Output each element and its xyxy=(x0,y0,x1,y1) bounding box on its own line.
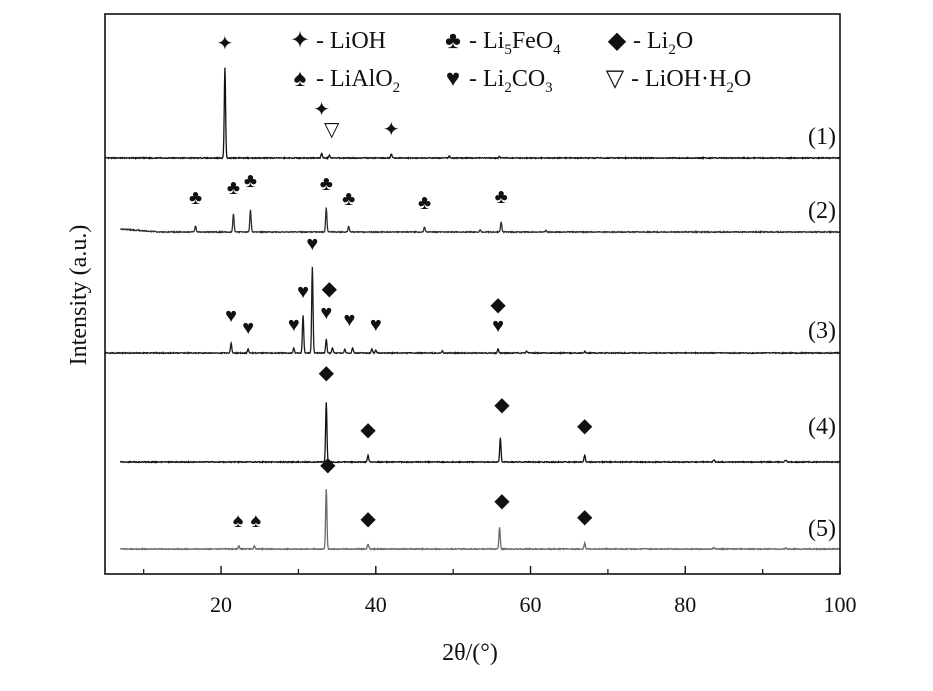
legend-label-part: - LiOH xyxy=(316,28,386,54)
legend-marker-4: ♠ xyxy=(294,66,307,92)
legend-entry-3: ◆ - Li2O xyxy=(608,28,693,58)
legend-label-2: - Li5FeO4 xyxy=(469,28,561,58)
peak-marker-1-1: ✦ xyxy=(217,33,234,55)
peak-marker-1-3: ▽ xyxy=(324,119,340,141)
legend: ✦ - LiOH ♣ - Li5FeO4 ◆ - Li2O♠ - LiAlO2 ♥ - Li2C… xyxy=(290,28,751,96)
legend-label-part: O xyxy=(676,28,693,54)
legend-label-part: CO xyxy=(512,66,545,92)
curve-label-3: (3) xyxy=(808,318,836,344)
peak-marker-4-4: ◆ xyxy=(577,415,593,437)
legend-label-5: - Li2CO3 xyxy=(469,66,553,96)
peak-marker-2-6: ♣ xyxy=(418,192,431,214)
peak-marker-3-1: ♥ xyxy=(225,305,237,327)
legend-label-4: - LiAlO2 xyxy=(316,66,400,96)
peak-marker-5-2: ♠ xyxy=(251,510,262,532)
xrd-curve-3 xyxy=(104,266,841,355)
xrd-curve-1 xyxy=(104,67,841,161)
x-tick-label-20: 20 xyxy=(210,592,232,617)
legend-label-6: - LiOH·H2O xyxy=(631,66,751,96)
legend-label-part: FeO xyxy=(512,28,553,54)
legend-label-part: - Li xyxy=(469,66,505,92)
legend-entry-2: ♣ - Li5FeO4 xyxy=(445,28,561,58)
legend-marker-5: ♥ xyxy=(446,66,460,92)
legend-entry-5: ♥ - Li2CO3 xyxy=(446,66,553,96)
legend-entry-4: ♠ - LiAlO2 xyxy=(294,66,401,96)
legend-label-part: - LiOH xyxy=(631,66,701,92)
plot-frame xyxy=(104,13,841,575)
peak-marker-3-10: ♥ xyxy=(492,315,504,337)
legend-label-part: H xyxy=(709,66,726,92)
peak-marker-3-11: ◆ xyxy=(490,294,506,316)
legend-label-part: 4 xyxy=(553,42,561,58)
curve-label-1: (1) xyxy=(808,124,836,150)
peak-marker-4-3: ◆ xyxy=(494,394,510,416)
legend-label-1: - LiOH xyxy=(316,28,386,54)
peak-marker-1-4: ✦ xyxy=(383,119,400,141)
legend-label-part: 2 xyxy=(668,42,676,58)
legend-entry-1: ✦ - LiOH xyxy=(290,28,386,54)
x-tick-label-80: 80 xyxy=(674,592,696,617)
legend-label-part: 2 xyxy=(504,80,512,96)
peak-marker-3-5: ♥ xyxy=(306,233,318,255)
legend-label-part: 2 xyxy=(393,80,401,96)
legend-marker-6: ▽ xyxy=(606,66,625,92)
curve-label-4: (4) xyxy=(808,414,836,440)
curves-layer xyxy=(104,67,841,552)
curve-label-2: (2) xyxy=(808,198,836,224)
peak-marker-3-2: ♥ xyxy=(242,317,254,339)
peak-marker-5-6: ◆ xyxy=(577,506,593,528)
peak-marker-2-3: ♣ xyxy=(244,170,257,192)
peak-marker-1-2: ✦ xyxy=(313,99,330,121)
legend-label-part: - Li xyxy=(469,28,505,54)
peak-marker-2-4: ♣ xyxy=(320,173,333,195)
peak-marker-3-9: ♥ xyxy=(370,314,382,336)
peak-marker-3-3: ♥ xyxy=(288,314,300,336)
peak-marker-3-6: ♥ xyxy=(320,302,332,324)
x-tick-label-100: 100 xyxy=(824,592,857,617)
xrd-curve-4 xyxy=(119,402,841,464)
legend-label-part: 2 xyxy=(726,80,734,96)
peak-marker-3-4: ♥ xyxy=(297,281,309,303)
legend-label-part: 5 xyxy=(504,42,512,58)
legend-label-part: 3 xyxy=(545,80,553,96)
y-axis-label: Intensity (a.u.) xyxy=(66,225,92,366)
curve-labels: (1) (2) (3) (4) (5) xyxy=(808,124,836,542)
xrd-curve-5 xyxy=(119,489,841,552)
peak-marker-3-8: ♥ xyxy=(344,309,356,331)
peak-marker-5-1: ♠ xyxy=(233,510,244,532)
peak-marker-3-7: ◆ xyxy=(322,278,338,300)
legend-entry-6: ▽ - LiOH·H2O xyxy=(606,66,751,96)
markers-layer: ✦✦▽ ✦♣ ♣ ♣ ♣♣ ♣ ♣♥♥ ♥♥♥♥◆♥ ♥ ♥◆◆◆◆◆♠ ♠◆◆◆◆ xyxy=(189,33,593,532)
x-axis: 20 40 60 80 100 xyxy=(143,566,857,617)
legend-label-part: O xyxy=(734,66,751,92)
peak-marker-5-3: ◆ xyxy=(320,454,336,476)
peak-marker-2-1: ♣ xyxy=(189,187,202,209)
peak-marker-5-4: ◆ xyxy=(360,508,376,530)
legend-label-part: - LiAlO xyxy=(316,66,393,92)
legend-label-part: · xyxy=(701,66,709,92)
xrd-curve-2 xyxy=(120,207,841,235)
x-tick-label-40: 40 xyxy=(365,592,387,617)
curve-label-5: (5) xyxy=(808,516,836,542)
x-tick-label-60: 60 xyxy=(520,592,542,617)
legend-label-part: - Li xyxy=(633,28,669,54)
legend-marker-1: ✦ xyxy=(290,28,310,54)
peak-marker-5-5: ◆ xyxy=(494,490,510,512)
legend-marker-2: ♣ xyxy=(445,28,461,54)
peak-marker-2-7: ♣ xyxy=(495,186,508,208)
x-axis-label: 2θ/(°) xyxy=(442,640,498,666)
legend-marker-3: ◆ xyxy=(608,28,627,54)
legend-label-3: - Li2O xyxy=(633,28,693,58)
peak-marker-4-2: ◆ xyxy=(360,419,376,441)
peak-marker-2-2: ♣ xyxy=(227,177,240,199)
peak-marker-4-1: ◆ xyxy=(319,362,335,384)
peak-marker-2-5: ♣ xyxy=(342,188,355,210)
